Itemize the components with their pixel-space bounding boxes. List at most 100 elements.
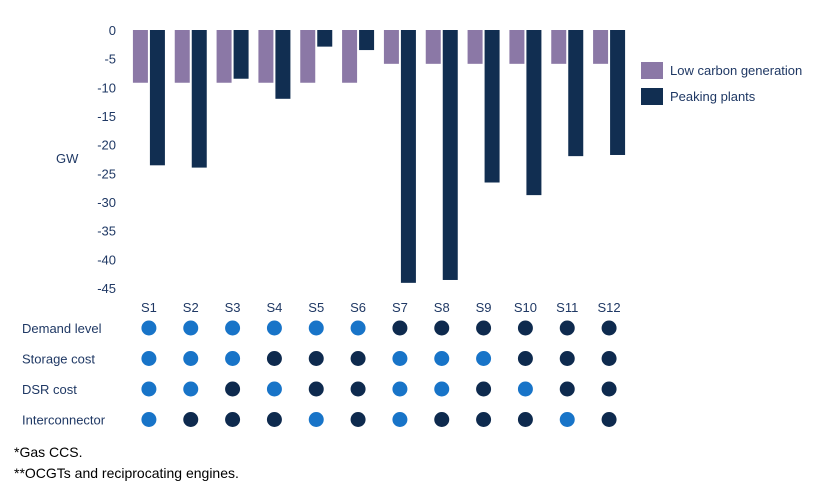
y-axis-label: GW	[56, 151, 79, 166]
bar-low-carbon-s7	[383, 30, 399, 64]
matrix-dot-high	[225, 412, 241, 427]
matrix-dot-high	[350, 351, 366, 366]
y-tick-label: -35	[97, 224, 116, 239]
y-tick-label: -45	[97, 281, 116, 296]
matrix-dot-high	[517, 412, 533, 427]
matrix-dot-high	[601, 320, 617, 336]
bars	[132, 30, 626, 283]
x-tick-label: S12	[598, 300, 621, 315]
matrix-dot-high	[392, 320, 408, 336]
matrix-dot-high	[601, 412, 617, 427]
x-tick-label: S3	[225, 300, 241, 315]
matrix-dot-high	[308, 351, 324, 366]
matrix-dot-low	[141, 412, 157, 427]
x-tick-label: S6	[350, 300, 366, 315]
matrix-dot-low	[183, 320, 199, 336]
matrix-dot-low	[559, 412, 575, 427]
bar-peaking-s12	[610, 30, 626, 155]
bar-peaking-s5	[317, 30, 333, 47]
bar-peaking-s2	[191, 30, 207, 168]
y-tick-label: -5	[104, 52, 116, 67]
y-axis: 0 -5 -10 -15 -20 -25 -30 -35 -40 -45	[97, 23, 116, 296]
matrix-row-label: Storage cost	[22, 352, 95, 367]
matrix-dot-high	[350, 381, 366, 397]
y-tick-label: -25	[97, 166, 116, 181]
bar-low-carbon-s5	[300, 30, 316, 83]
legend-label: Peaking plants	[670, 89, 756, 104]
matrix-dot-low	[141, 381, 157, 397]
matrix-dot-high	[559, 351, 575, 366]
matrix-dot-high	[559, 320, 575, 336]
bar-low-carbon-s1	[132, 30, 148, 83]
matrix-dot-high	[476, 412, 492, 427]
matrix-dot-low	[434, 351, 450, 366]
bar-low-carbon-s6	[342, 30, 358, 83]
y-tick-label: -40	[97, 252, 116, 267]
x-tick-label: S9	[476, 300, 492, 315]
matrix-dot-high	[601, 351, 617, 366]
y-tick-label: 0	[109, 23, 116, 38]
matrix-dot-low	[225, 351, 241, 366]
matrix-dot-high	[225, 381, 241, 397]
y-tick-label: -15	[97, 109, 116, 124]
legend-swatch	[641, 62, 663, 79]
matrix-dot-high	[601, 381, 617, 397]
matrix-dot-low	[308, 320, 324, 336]
matrix-dot-low	[266, 381, 282, 397]
x-tick-label: S1	[141, 300, 157, 315]
matrix-dot-low	[183, 381, 199, 397]
matrix-dot-low	[141, 351, 157, 366]
bar-peaking-s7	[400, 30, 416, 283]
footnote-ocgt: **OCGTs and reciprocating engines.	[14, 465, 239, 481]
matrix-row-label: Demand level	[22, 321, 102, 336]
matrix-dot-low	[308, 412, 324, 427]
matrix-dot-low	[183, 351, 199, 366]
x-tick-label: S2	[183, 300, 199, 315]
matrix-dot-low	[476, 351, 492, 366]
bar-low-carbon-s12	[593, 30, 609, 64]
x-tick-label: S5	[308, 300, 324, 315]
bar-peaking-s1	[149, 30, 165, 166]
matrix-dot-high	[266, 412, 282, 427]
x-tick-label: S4	[266, 300, 282, 315]
bar-low-carbon-s4	[258, 30, 274, 83]
bar-low-carbon-s2	[174, 30, 190, 83]
scenario-matrix: Demand level Storage cost DSR cost Intercon…	[22, 320, 617, 428]
x-tick-label: S7	[392, 300, 408, 315]
matrix-dot-high	[266, 351, 282, 366]
bar-low-carbon-s10	[509, 30, 525, 64]
matrix-dot-high	[183, 412, 199, 427]
matrix-row-label: DSR cost	[22, 382, 77, 397]
legend-swatch	[641, 88, 663, 105]
matrix-dot-low	[225, 320, 241, 336]
footnote-gas-ccs: *Gas CCS.	[14, 444, 83, 460]
y-tick-label: -20	[97, 138, 116, 153]
x-tick-label: S10	[514, 300, 537, 315]
legend-label: Low carbon generation	[670, 63, 802, 78]
matrix-dot-high	[517, 320, 533, 336]
matrix-dot-high	[476, 381, 492, 397]
matrix-dot-low	[392, 412, 408, 427]
matrix-dot-low	[141, 320, 157, 336]
bar-low-carbon-s9	[467, 30, 483, 64]
bar-peaking-s6	[359, 30, 375, 51]
matrix-dot-low	[392, 351, 408, 366]
bar-peaking-s8	[442, 30, 458, 280]
x-tick-label: S11	[556, 300, 578, 315]
matrix-dot-high	[476, 320, 492, 336]
y-tick-label: -10	[97, 80, 116, 95]
bar-peaking-s3	[233, 30, 249, 79]
bar-peaking-s10	[526, 30, 542, 196]
matrix-dot-low	[350, 320, 366, 336]
bar-low-carbon-s3	[216, 30, 232, 83]
bar-peaking-s11	[568, 30, 584, 157]
matrix-dot-high	[559, 381, 575, 397]
matrix-dot-low	[434, 381, 450, 397]
matrix-dot-low	[517, 381, 533, 397]
matrix-dot-high	[308, 381, 324, 397]
legend: Low carbon generation Peaking plants	[641, 62, 802, 105]
bar-low-carbon-s8	[425, 30, 441, 64]
matrix-dot-high	[434, 412, 450, 427]
bar-peaking-s4	[275, 30, 291, 99]
